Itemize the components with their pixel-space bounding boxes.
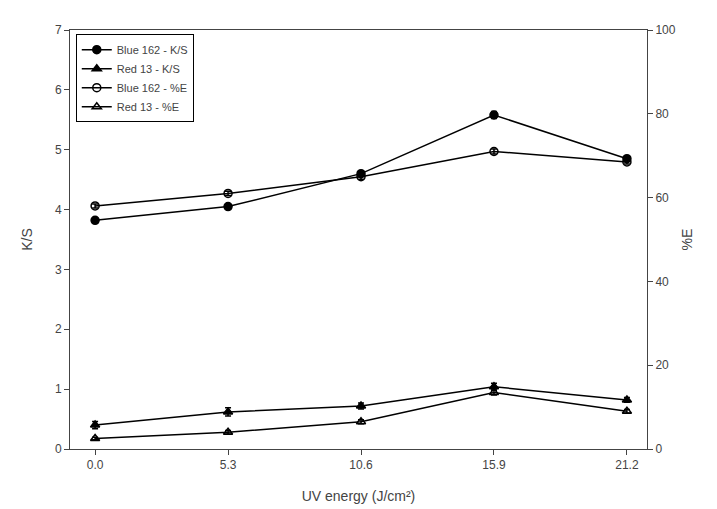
svg-text:20: 20	[655, 358, 669, 372]
svg-text:Blue 162 - K/S: Blue 162 - K/S	[117, 44, 188, 56]
svg-text:60: 60	[655, 191, 669, 205]
svg-text:3: 3	[55, 263, 62, 277]
svg-text:0.0: 0.0	[87, 458, 104, 472]
svg-text:K/S: K/S	[19, 228, 35, 251]
svg-text:6: 6	[55, 83, 62, 97]
svg-text:40: 40	[655, 275, 669, 289]
svg-text:%E: %E	[679, 229, 695, 251]
svg-text:15.9: 15.9	[482, 458, 506, 472]
svg-text:2: 2	[55, 322, 62, 336]
svg-text:UV energy (J/cm²): UV energy (J/cm²)	[302, 488, 416, 504]
svg-text:0: 0	[655, 442, 662, 456]
svg-text:10.6: 10.6	[349, 458, 373, 472]
svg-text:1: 1	[55, 382, 62, 396]
svg-text:100: 100	[655, 23, 675, 37]
svg-text:5: 5	[55, 143, 62, 157]
svg-text:7: 7	[55, 23, 62, 37]
svg-text:5.3: 5.3	[220, 458, 237, 472]
svg-text:Red 13 - %E: Red 13 - %E	[117, 101, 179, 113]
svg-text:80: 80	[655, 107, 669, 121]
svg-text:Red 13 - K/S: Red 13 - K/S	[117, 63, 180, 75]
svg-text:Blue 162 - %E: Blue 162 - %E	[117, 82, 187, 94]
svg-text:0: 0	[55, 442, 62, 456]
svg-text:21.2: 21.2	[615, 458, 639, 472]
svg-text:4: 4	[55, 203, 62, 217]
